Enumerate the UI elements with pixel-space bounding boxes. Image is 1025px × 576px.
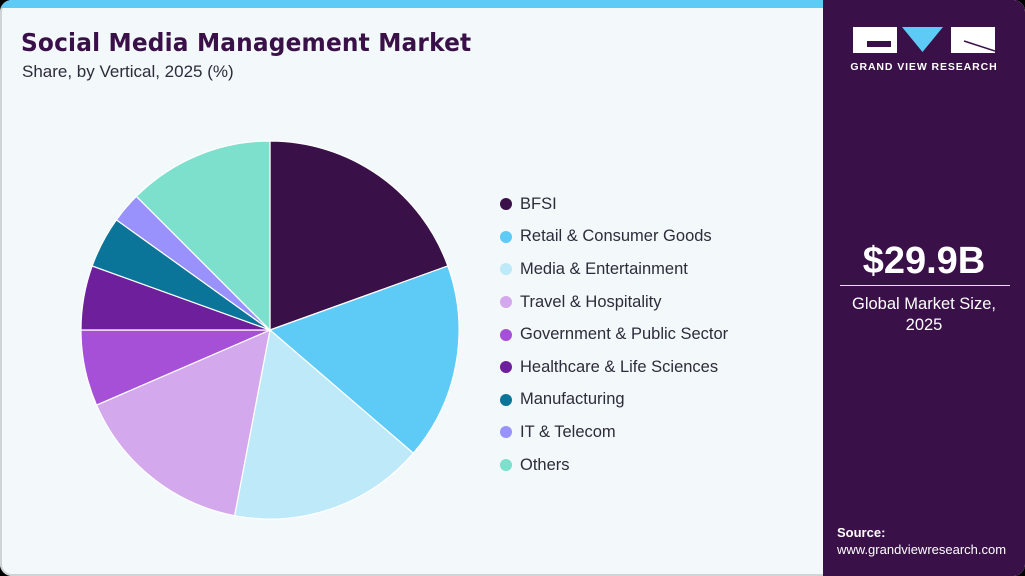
market-size-value: $29.9B — [862, 240, 986, 282]
legend-item: Travel & Hospitality — [500, 286, 728, 319]
legend-item: Media & Entertainment — [500, 253, 728, 286]
pie-slice-retail-consumer-goods — [268, 265, 460, 455]
market-size-label: Global Market Size, 2025 — [823, 294, 1025, 336]
legend-dot-icon — [500, 296, 512, 309]
legend-label: Government & Public Sector — [520, 325, 729, 344]
legend-label: BFSI — [520, 194, 557, 213]
pie-slice-bfsi — [269, 140, 449, 331]
chart-title: Social Media Management Market — [21, 28, 472, 57]
brand-name: GRAND VIEW RESEARCH — [850, 61, 998, 73]
legend: BFSI Retail & Consumer Goods Media & Enter… — [500, 188, 728, 481]
legend-item: Manufacturing — [500, 384, 728, 417]
source-link[interactable]: www.grandviewresearch.com — [837, 542, 1007, 557]
legend-dot-icon — [500, 393, 512, 406]
sidebar-panel: GRAND VIEW RESEARCH $29.9B Global Market… — [823, 0, 1025, 576]
legend-label: Travel & Hospitality — [520, 292, 662, 311]
legend-item: Government & Public Sector — [500, 318, 728, 351]
legend-label: Others — [520, 455, 570, 474]
legend-item: Healthcare & Life Sciences — [500, 351, 728, 384]
pie-slice-others — [135, 140, 271, 332]
chart-subtitle: Share, by Vertical, 2025 (%) — [22, 62, 234, 81]
divider — [840, 285, 1010, 286]
accent-bar — [0, 0, 823, 8]
market-size-label-line2: 2025 — [905, 316, 943, 334]
legend-dot-icon — [500, 230, 512, 243]
legend-dot-icon — [500, 459, 512, 472]
legend-item: Others — [500, 449, 728, 482]
legend-item: BFSI — [500, 188, 728, 221]
legend-item: IT & Telecom — [500, 416, 728, 449]
legend-dot-icon — [500, 361, 512, 374]
legend-item: Retail & Consumer Goods — [500, 221, 728, 254]
legend-dot-icon — [500, 328, 512, 341]
legend-label: Retail & Consumer Goods — [520, 227, 712, 246]
legend-label: Manufacturing — [520, 390, 625, 409]
legend-label: IT & Telecom — [520, 422, 616, 441]
legend-label: Media & Entertainment — [520, 259, 688, 278]
source-label: Source: — [837, 525, 886, 540]
pie-chart — [80, 140, 460, 520]
pie-slice-travel-hospitality — [95, 328, 271, 517]
legend-dot-icon — [500, 198, 512, 211]
pie-slice-media-entertainment — [233, 328, 415, 520]
legend-dot-icon — [500, 263, 512, 276]
legend-dot-icon — [500, 426, 512, 439]
legend-label: Healthcare & Life Sciences — [520, 357, 719, 376]
brand-logo-icon — [853, 27, 995, 53]
market-size-label-line1: Global Market Size, — [852, 295, 996, 313]
